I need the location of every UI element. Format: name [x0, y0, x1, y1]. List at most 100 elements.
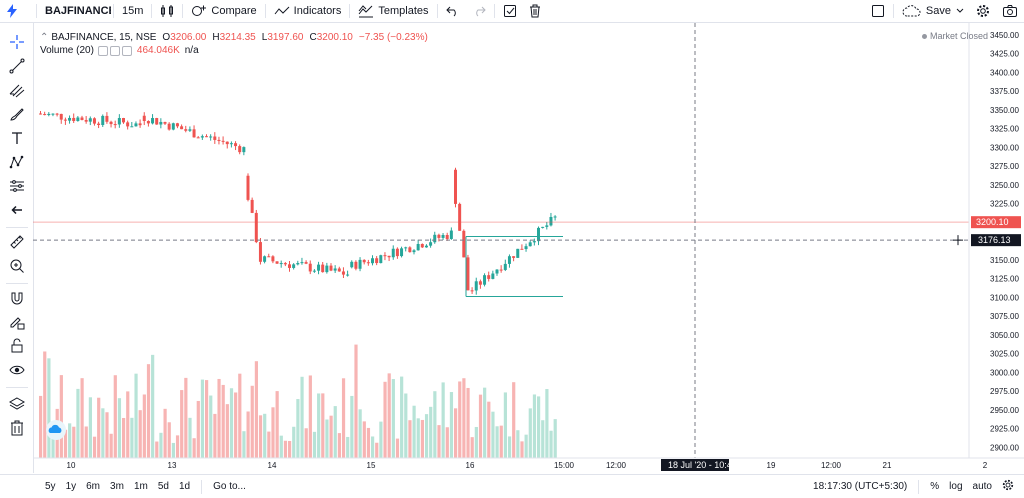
object-tree-tool[interactable]: [6, 395, 28, 415]
delete-drawings-tool[interactable]: [6, 419, 28, 439]
templates-button[interactable]: Templates: [352, 0, 434, 22]
candle-body: [47, 113, 51, 115]
settings-button[interactable]: [970, 0, 996, 22]
logo-icon[interactable]: [0, 0, 34, 22]
candle-body: [362, 259, 366, 263]
candle-body: [246, 175, 250, 200]
status-dot-icon: [922, 34, 927, 40]
brush-icon: [9, 106, 25, 125]
range-5y[interactable]: 5y: [45, 481, 56, 492]
pitchfork-icon: [9, 82, 25, 101]
volume-cloud-icon[interactable]: [46, 420, 66, 440]
volume-bar: [449, 392, 454, 458]
chart-type-button[interactable]: [154, 0, 180, 22]
volume-bar: [159, 432, 163, 458]
crosshair-tool[interactable]: [6, 33, 28, 53]
measure-lines-icon: [9, 178, 25, 197]
crosshair-plus-icon[interactable]: [953, 235, 963, 246]
hide-toolbar-button[interactable]: [6, 201, 28, 221]
candle-body: [221, 140, 225, 142]
range-6m[interactable]: 6m: [86, 481, 101, 492]
candle-body: [242, 147, 246, 153]
legend-volume-row[interactable]: Volume (20) 464.046K n/a: [40, 44, 428, 57]
volume-bar: [113, 375, 117, 458]
screenshot-button[interactable]: [996, 0, 1024, 22]
stay-in-drawing-tool[interactable]: [6, 313, 28, 333]
price-tick: 3350.00: [990, 106, 1019, 115]
range-1m[interactable]: 1m: [133, 481, 148, 492]
eye-icon[interactable]: [97, 45, 108, 56]
legend-symbol-row[interactable]: ⌃ BAJFINANCE, 15, NSE O 3206.00 H 3214.35 …: [40, 31, 428, 44]
pattern-tool[interactable]: [6, 153, 28, 173]
candle-body: [229, 143, 233, 145]
volume-bar: [242, 431, 246, 458]
clock[interactable]: 18:17:30 (UTC+5:30): [813, 481, 908, 492]
close-label: C: [309, 32, 317, 43]
price-tick: 3425.00: [990, 50, 1019, 59]
save-button[interactable]: Save: [896, 0, 970, 22]
volume-bar: [487, 401, 491, 458]
range-3m[interactable]: 3m: [110, 481, 124, 492]
measure-tool[interactable]: [6, 233, 28, 253]
candle-body: [72, 117, 76, 122]
hide-drawings-tool[interactable]: [6, 361, 28, 381]
price-tick: 3325.00: [990, 125, 1019, 134]
indicators-button[interactable]: Indicators: [268, 0, 348, 22]
delete-button[interactable]: [523, 0, 547, 22]
volume-bar: [221, 384, 225, 458]
time-tick: 16: [466, 461, 475, 470]
auto-toggle[interactable]: auto: [972, 481, 992, 492]
volume-bar: [387, 373, 391, 458]
redo-icon: [472, 5, 486, 17]
magnet-tool[interactable]: [6, 289, 28, 309]
volume-bar: [416, 418, 420, 458]
text-tool[interactable]: [6, 129, 28, 149]
chart-settings-button[interactable]: [997, 479, 1024, 494]
brush-tool[interactable]: [6, 105, 28, 125]
time-axis[interactable]: 10 13 14 15 16 15:00 12:00 19 12:00 21 2: [67, 461, 988, 470]
candle-body: [171, 123, 175, 130]
candle-body: [458, 203, 462, 231]
volume-bar: [80, 378, 84, 458]
candle-body: [366, 262, 370, 264]
volume-bars: [39, 344, 557, 458]
range-1d[interactable]: 1d: [178, 481, 191, 492]
fullscreen-button[interactable]: [865, 0, 891, 22]
rectangle-drawing[interactable]: [465, 236, 563, 297]
candle-body: [346, 274, 350, 276]
volume-bar: [321, 393, 325, 458]
fib-tool[interactable]: [6, 81, 28, 101]
close-icon[interactable]: [121, 45, 132, 56]
market-status: Market Closed: [922, 31, 988, 41]
redo-button[interactable]: [466, 0, 492, 22]
candle-body: [474, 281, 478, 291]
volume-bar: [225, 404, 229, 458]
log-toggle[interactable]: log: [949, 481, 963, 492]
undo-button[interactable]: [440, 0, 466, 22]
candle-body: [487, 275, 491, 279]
percent-toggle[interactable]: %: [930, 481, 940, 492]
candle-body: [113, 124, 117, 126]
volume-bar: [341, 378, 346, 458]
alert-button[interactable]: [497, 0, 523, 22]
candle-body: [441, 234, 445, 238]
gear-icon[interactable]: [109, 45, 120, 56]
volume-bar: [420, 419, 424, 458]
time-tick: 12:00: [606, 461, 627, 470]
interval-button[interactable]: 15m: [116, 0, 149, 22]
trend-line-tool[interactable]: [6, 57, 28, 77]
range-1y[interactable]: 1y: [65, 481, 77, 492]
candle-body: [512, 256, 516, 258]
lock-drawings-tool[interactable]: [6, 337, 28, 357]
compare-button[interactable]: Compare: [185, 0, 262, 22]
price-chart[interactable]: 3450.00 3425.00 3400.00 3375.00 3350.00 3325.…: [0, 23, 1024, 474]
candle-body: [180, 126, 184, 130]
zoom-tool[interactable]: [6, 257, 28, 277]
candle-body: [279, 263, 283, 265]
symbol-search-button[interactable]: BAJFINANCE: [39, 0, 111, 22]
goto-button[interactable]: Go to...: [213, 481, 246, 492]
prediction-tool[interactable]: [6, 177, 28, 197]
range-5d[interactable]: 5d: [157, 481, 169, 492]
trash-icon: [529, 4, 541, 18]
volume-bar: [404, 393, 408, 458]
